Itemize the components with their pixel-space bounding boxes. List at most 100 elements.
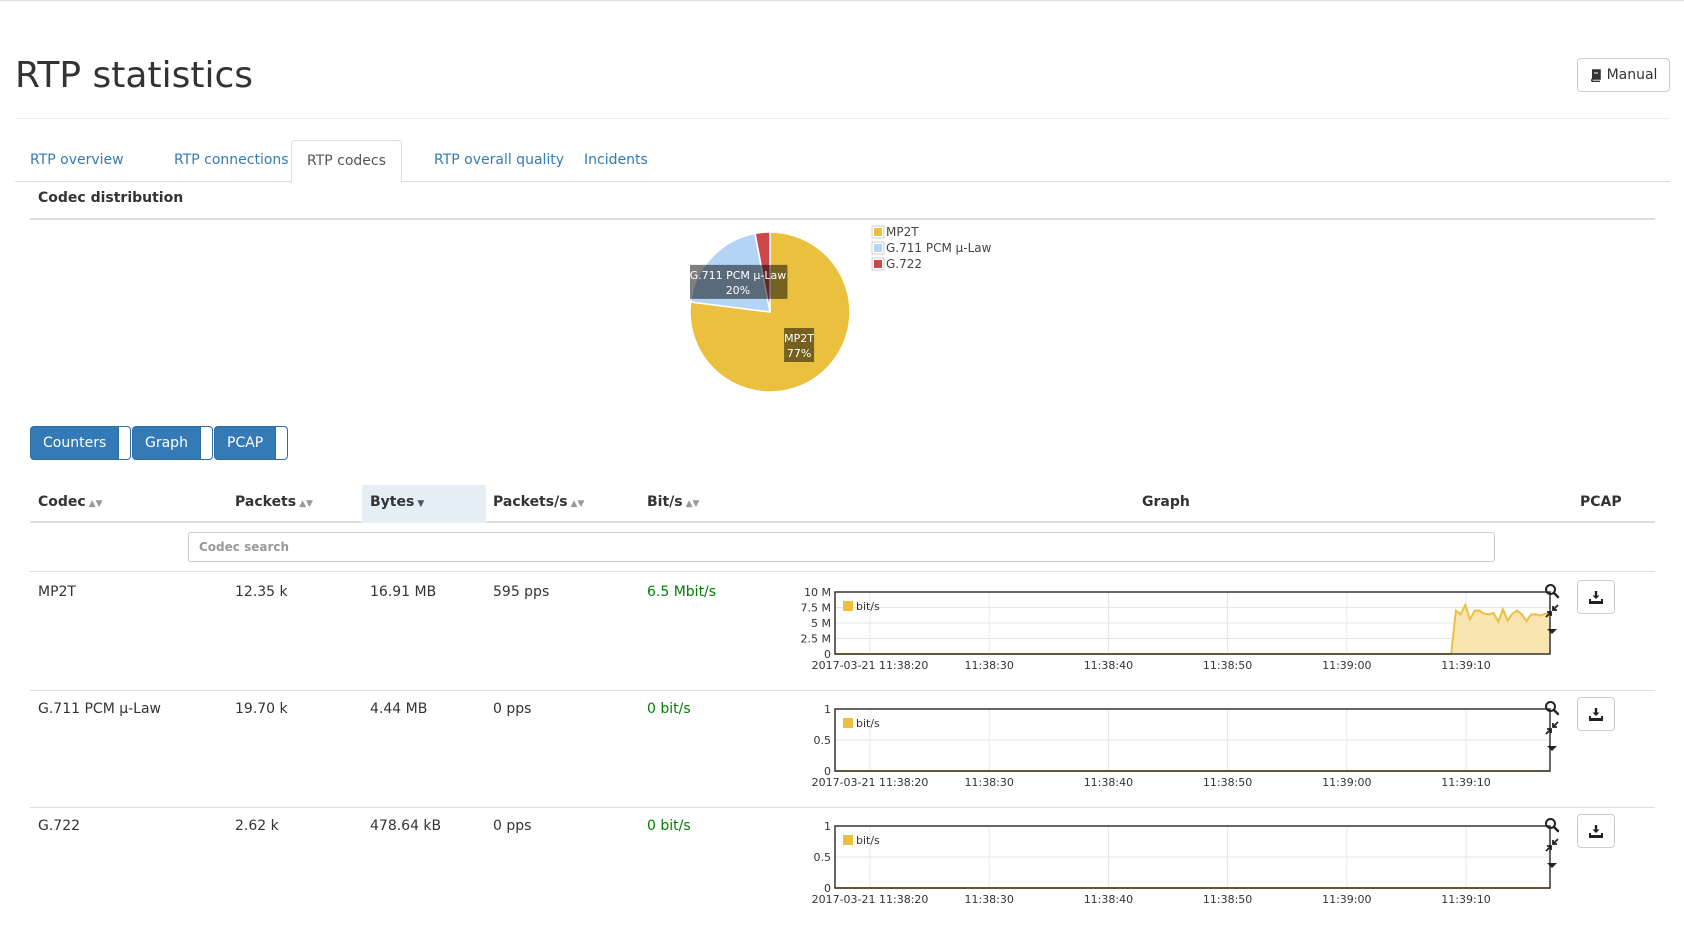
y-tick-label: 0.5 (814, 851, 832, 864)
manual-button[interactable]: Manual (1577, 58, 1670, 92)
tab-rtp-overview[interactable]: RTP overview (30, 152, 124, 168)
toggle-graph[interactable]: Graph (132, 426, 213, 460)
x-tick-label: 2017-03-21 11:38:20 (812, 893, 929, 906)
graph-controls (1540, 699, 1564, 757)
column-header-codec-label: Codec (38, 494, 86, 510)
toggle-graph-label[interactable]: Graph (132, 426, 201, 460)
compress-icon[interactable] (1543, 602, 1561, 620)
caret-down-icon[interactable] (1543, 856, 1561, 874)
table-header: Codec ▲▼ Packets ▲▼ Bytes ▼ Packets/s ▲▼ Bit… (30, 485, 1655, 523)
column-header-graph: Graph (1142, 494, 1190, 510)
x-tick-label: 11:39:10 (1441, 893, 1490, 906)
legend-item[interactable]: G.722 (871, 257, 922, 271)
pcap-download-button[interactable] (1577, 580, 1615, 614)
toggle-counters-checkbox[interactable] (119, 426, 132, 460)
book-icon (1590, 68, 1601, 82)
column-header-packets-label: Packets (235, 494, 297, 510)
toggle-pcap-checkbox[interactable] (276, 426, 289, 460)
tab-rtp-connections[interactable]: RTP connections (174, 152, 289, 168)
y-tick-label: 1 (824, 820, 831, 833)
pcap-download-button[interactable] (1577, 697, 1615, 731)
column-header-codec[interactable]: Codec ▲▼ (38, 485, 103, 523)
codec-search-input[interactable] (188, 532, 1495, 562)
graph-legend: bit/s (843, 600, 880, 613)
legend-swatch (874, 260, 882, 268)
toggle-graph-checkbox[interactable] (200, 426, 213, 460)
legend-item[interactable]: G.711 PCM µ-Law (871, 241, 992, 255)
zoom-search-icon[interactable] (1543, 816, 1561, 834)
packets-value: 12.35 k (235, 584, 288, 600)
toggle-pcap-label[interactable]: PCAP (214, 426, 277, 460)
codec-name: MP2T (38, 584, 76, 600)
bitrate-value: 0 bit/s (647, 818, 691, 834)
x-tick-label: 2017-03-21 11:38:20 (812, 776, 929, 789)
legend-swatch (874, 244, 882, 252)
column-header-bitrate-label: Bit/s (647, 494, 683, 510)
graph-legend: bit/s (843, 834, 880, 847)
legend-swatch (874, 228, 882, 236)
y-tick-label: 1 (824, 703, 831, 716)
tab-rtp-overall-quality[interactable]: RTP overall quality (434, 152, 565, 168)
x-tick-label: 11:38:50 (1203, 776, 1252, 789)
pie-slice-percent: 20% (726, 284, 750, 297)
manual-button-label: Manual (1606, 67, 1658, 83)
legend-item[interactable]: MP2T (871, 225, 919, 239)
legend-label: bit/s (856, 834, 880, 847)
caret-down-icon[interactable] (1543, 622, 1561, 640)
toggle-pcap[interactable]: PCAP (214, 426, 289, 460)
zoom-search-icon[interactable] (1543, 699, 1561, 717)
column-header-pcap: PCAP (1580, 494, 1622, 510)
download-icon (1589, 708, 1603, 721)
plot-frame (834, 591, 1551, 655)
pie-slice-label: G.711 PCM µ-Law 20% (688, 264, 788, 299)
x-tick-label: 11:38:50 (1203, 893, 1252, 906)
download-icon (1589, 825, 1603, 838)
column-header-bytes[interactable]: Bytes ▼ (362, 485, 486, 523)
series-area (835, 605, 1550, 654)
pcap-download-button[interactable] (1577, 814, 1615, 848)
column-header-packets-per-second-label: Packets/s (493, 494, 568, 510)
y-tick-label: 7.5 M (801, 602, 831, 615)
packets-value: 19.70 k (235, 701, 288, 717)
toggle-counters-label[interactable]: Counters (30, 426, 120, 460)
plot-frame (834, 825, 1551, 889)
column-header-bytes-label: Bytes (370, 494, 415, 510)
column-header-packets[interactable]: Packets ▲▼ (235, 485, 313, 523)
pps-value: 0 pps (493, 818, 532, 834)
pie-slice-percent: 77% (787, 347, 811, 360)
sort-icon: ▲▼ (299, 499, 313, 509)
packets-value: 2.62 k (235, 818, 279, 834)
pps-value: 595 pps (493, 584, 550, 600)
y-tick-label: 0 (824, 765, 831, 778)
legend-swatch (843, 718, 853, 728)
table-row: G.722 2.62 k 478.64 kB 0 pps 0 bit/s 1 0.… (30, 808, 1655, 925)
plot-frame (834, 708, 1551, 772)
y-tick-label: 2.5 M (801, 633, 831, 646)
search-row (30, 524, 1655, 572)
column-header-bitrate[interactable]: Bit/s ▲▼ (647, 485, 699, 523)
x-tick-label: 11:38:40 (1084, 776, 1133, 789)
table-row: G.711 PCM µ-Law 19.70 k 4.44 MB 0 pps 0 … (30, 691, 1655, 808)
table-row: MP2T 12.35 k 16.91 MB 595 pps 6.5 Mbit/s… (30, 574, 1655, 691)
legend-label: MP2T (886, 225, 919, 239)
column-header-packets-per-second[interactable]: Packets/s ▲▼ (493, 485, 584, 523)
legend-label: bit/s (856, 600, 880, 613)
codec-distribution-chart: MP2T 77% G.711 PCM µ-Law 20% MP2T G.711 PCM µ… (688, 222, 1010, 406)
codec-name: G.722 (38, 818, 81, 834)
x-tick-label: 11:39:00 (1322, 893, 1371, 906)
zoom-search-icon[interactable] (1543, 582, 1561, 600)
y-tick-label: 10 M (804, 586, 831, 599)
sort-icon: ▲▼ (685, 499, 700, 509)
caret-down-icon[interactable] (1543, 739, 1561, 757)
tab-incidents[interactable]: Incidents (584, 152, 648, 168)
graph-legend: bit/s (843, 717, 880, 730)
pie-slice-label: MP2T 77% (784, 328, 814, 363)
x-tick-label: 11:38:30 (964, 893, 1013, 906)
compress-icon[interactable] (1543, 719, 1561, 737)
codec-name: G.711 PCM µ-Law (38, 701, 162, 717)
toggle-counters[interactable]: Counters (30, 426, 132, 460)
compress-icon[interactable] (1543, 836, 1561, 854)
tab-rtp-codecs[interactable]: RTP codecs (291, 140, 402, 183)
